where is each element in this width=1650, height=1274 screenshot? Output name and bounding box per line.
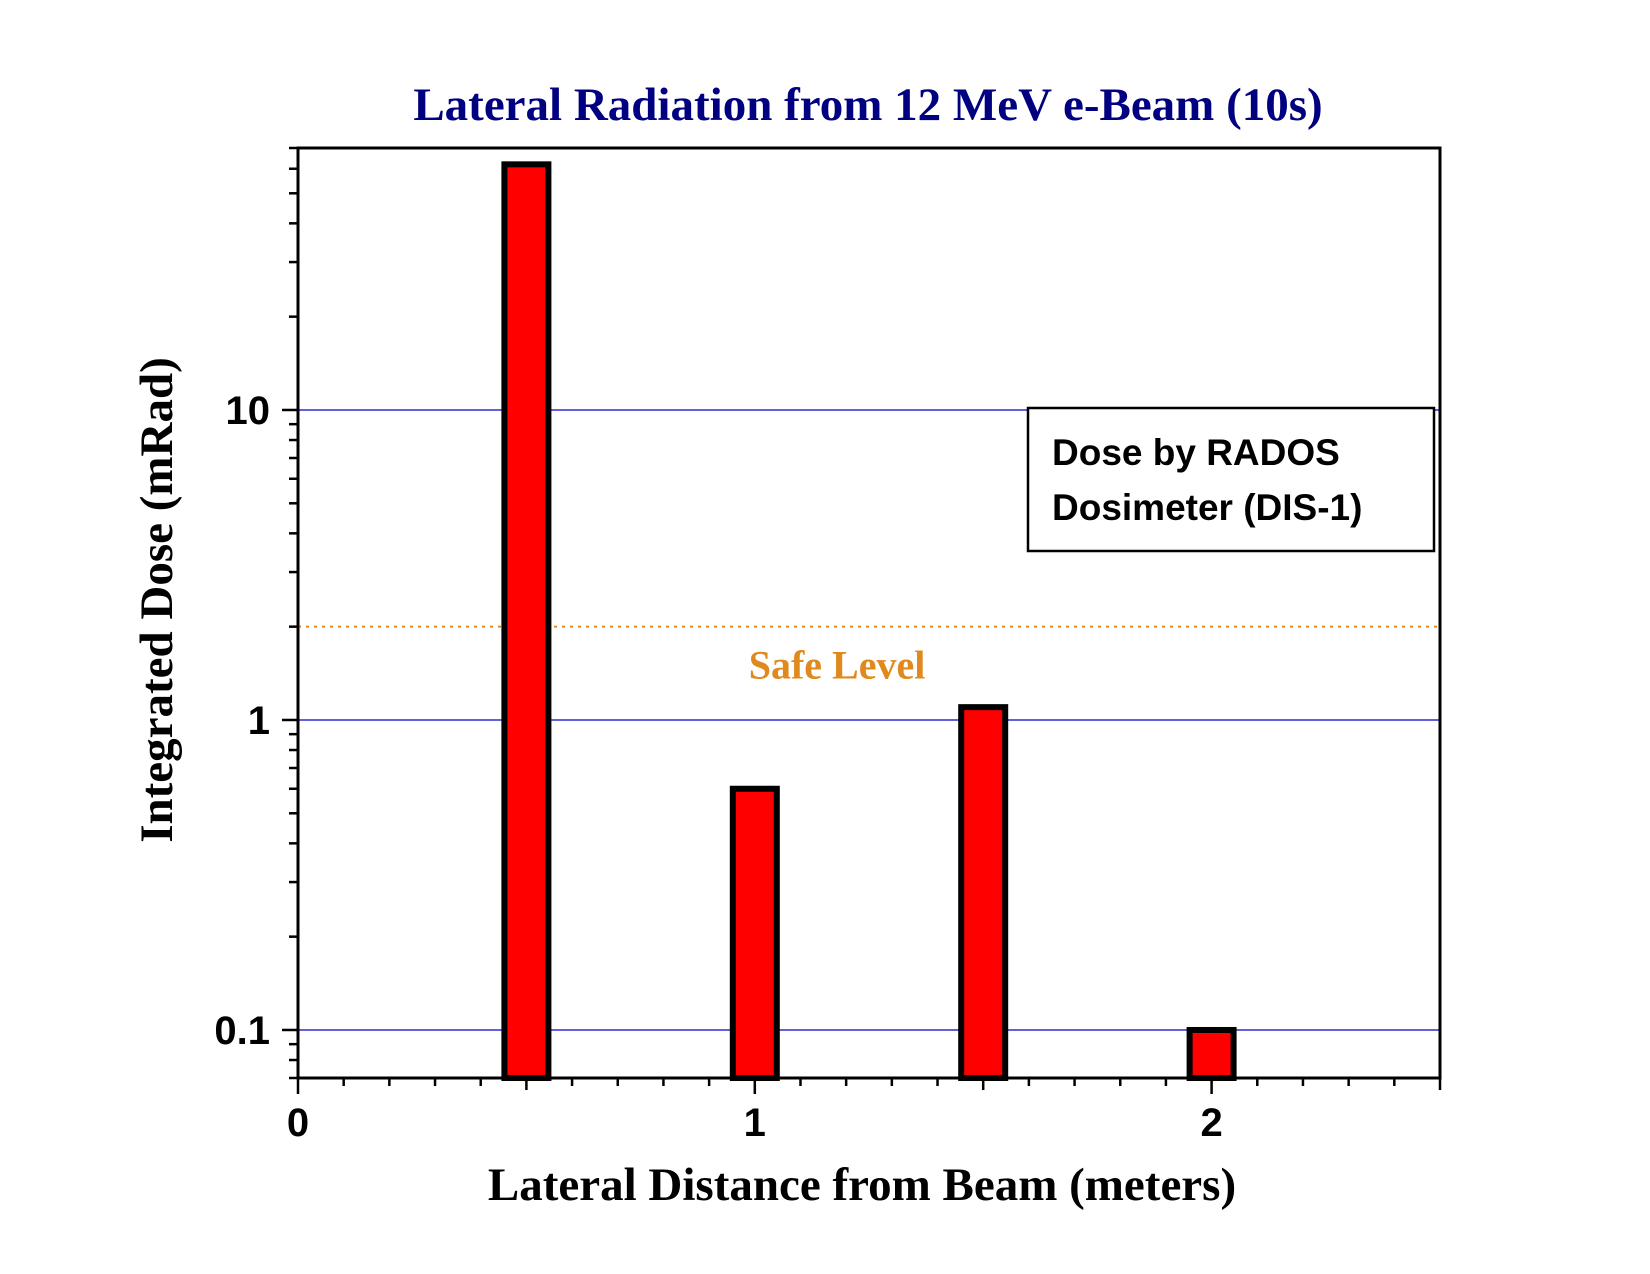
y-tick-label-0: 0.1 — [214, 1009, 270, 1053]
legend-text-line-1: Dose by RADOS — [1052, 432, 1340, 473]
legend-box — [1026, 406, 1436, 553]
bar-1 — [729, 785, 780, 1081]
y-ticks: 0.1 1 10 — [214, 146, 298, 1080]
chart-title: Lateral Radiation from 12 MeV e-Beam (10… — [413, 79, 1322, 131]
bar-0 — [501, 161, 552, 1081]
y-axis-label: Integrated Dose (mRad) — [131, 357, 183, 843]
safe-level-label: Safe Level — [749, 643, 926, 688]
reference-line-group: Safe Level — [298, 625, 1440, 688]
x-tick-label-2: 2 — [1200, 1101, 1222, 1145]
legend: Dose by RADOS Dosimeter (DIS-1) — [1026, 406, 1436, 553]
bar-3 — [1186, 1026, 1237, 1081]
axes — [296, 146, 1442, 1080]
y-tick-label-1: 1 — [248, 699, 270, 743]
x-tick-label-1: 1 — [744, 1101, 766, 1145]
x-tick-label-0: 0 — [287, 1101, 309, 1145]
x-axis-label: Lateral Distance from Beam (meters) — [488, 1159, 1236, 1211]
legend-text-line-2: Dosimeter (DIS-1) — [1052, 487, 1362, 528]
bars — [501, 161, 1237, 1082]
y-tick-label-2: 10 — [226, 389, 271, 433]
bar-2 — [958, 704, 1009, 1082]
x-ticks: 0 1 2 — [287, 1078, 1442, 1145]
plot-frame — [296, 146, 1442, 1080]
